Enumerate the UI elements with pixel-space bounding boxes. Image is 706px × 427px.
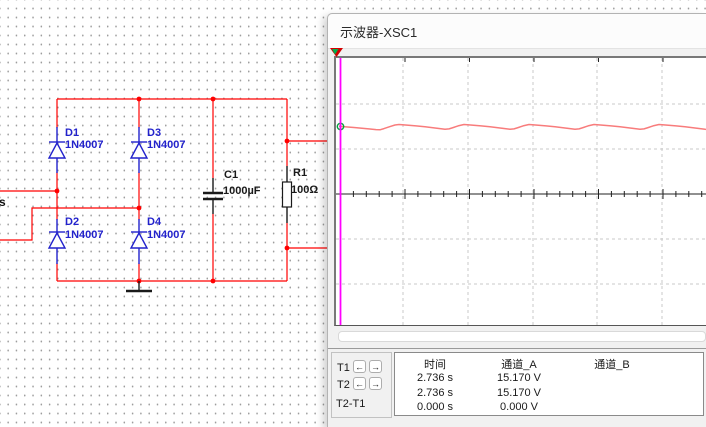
scope-readout-area: T1 ← → T2 ← → T2-T1 时间 通道_A 通道_B 2.736 s… bbox=[328, 349, 706, 427]
source-label: s bbox=[0, 195, 6, 209]
resistor-r1[interactable] bbox=[281, 166, 293, 223]
channel-a-trace bbox=[338, 123, 706, 131]
r1-value: 100Ω bbox=[291, 184, 319, 196]
d2-part: 1N4007 bbox=[65, 229, 104, 241]
t2t1-time: 0.000 s bbox=[416, 401, 454, 413]
d3-ref: D3 bbox=[147, 127, 162, 139]
t2t1-channel-a: 0.000 V bbox=[500, 401, 538, 413]
r1-ref: R1 bbox=[293, 167, 308, 179]
table-row-t2-t1: 0.000 s 0.000 V bbox=[395, 401, 703, 413]
oscilloscope-title: 示波器-XSC1 bbox=[340, 25, 418, 40]
table-row-t2: 2.736 s 15.170 V bbox=[395, 387, 703, 399]
t2-channel-a: 15.170 V bbox=[496, 387, 542, 399]
ground-symbol[interactable] bbox=[126, 281, 152, 293]
d4-part: 1N4007 bbox=[147, 229, 186, 241]
header-time: 时间 bbox=[424, 359, 446, 371]
oscilloscope-titlebar[interactable]: 示波器-XSC1 bbox=[328, 14, 706, 49]
d3-part: 1N4007 bbox=[147, 139, 186, 151]
c1-value: 1000µF bbox=[223, 185, 261, 197]
d4-ref: D4 bbox=[147, 216, 162, 228]
oscilloscope-window: 示波器-XSC1 bbox=[327, 13, 706, 427]
t2-label: T2 bbox=[337, 379, 350, 391]
wire-input-2[interactable] bbox=[0, 207, 139, 241]
t2-right-button[interactable]: → bbox=[369, 377, 382, 390]
cursor-control-panel: T1 ← → T2 ← → T2-T1 bbox=[331, 352, 392, 418]
header-channel-a: 通道_A bbox=[501, 359, 537, 371]
measurement-table: 时间 通道_A 通道_B 2.736 s 15.170 V 2.736 s 15… bbox=[394, 352, 704, 416]
t2-channel-b bbox=[563, 387, 661, 399]
diode-d4[interactable] bbox=[129, 219, 149, 264]
t2t1-channel-b bbox=[563, 401, 661, 413]
table-header-row: 时间 通道_A 通道_B bbox=[395, 356, 703, 372]
table-row-t1: 2.736 s 15.170 V bbox=[395, 372, 703, 384]
scope-plot bbox=[336, 58, 706, 325]
diode-d1[interactable] bbox=[47, 127, 67, 173]
c1-ref: C1 bbox=[224, 169, 239, 181]
t2-time: 2.736 s bbox=[416, 387, 454, 399]
d2-ref: D2 bbox=[65, 216, 80, 228]
header-channel-b: 通道_B bbox=[594, 359, 630, 371]
readout-divider bbox=[328, 348, 706, 349]
capacitor-c1[interactable] bbox=[203, 178, 223, 214]
t2-t1-label: T2-T1 bbox=[336, 398, 366, 410]
t1-channel-a: 15.170 V bbox=[496, 372, 542, 384]
t1-cursor-handle[interactable] bbox=[330, 48, 344, 58]
t2-left-button[interactable]: ← bbox=[353, 377, 366, 390]
t1-time: 2.736 s bbox=[416, 372, 454, 384]
t1-channel-b bbox=[563, 372, 661, 384]
oscilloscope-display[interactable] bbox=[334, 56, 706, 326]
wire-net[interactable] bbox=[0, 98, 330, 282]
scope-gridlines bbox=[336, 58, 706, 325]
diode-d3[interactable] bbox=[129, 127, 149, 173]
t1-left-button[interactable]: ← bbox=[353, 360, 366, 373]
t1-label: T1 bbox=[337, 362, 350, 374]
t1-right-button[interactable]: → bbox=[369, 360, 382, 373]
d1-part: 1N4007 bbox=[65, 139, 104, 151]
diode-d2[interactable] bbox=[47, 219, 67, 264]
d1-ref: D1 bbox=[65, 127, 80, 139]
scope-horizontal-scrollbar[interactable] bbox=[338, 331, 706, 342]
junction-dots bbox=[54, 96, 290, 284]
